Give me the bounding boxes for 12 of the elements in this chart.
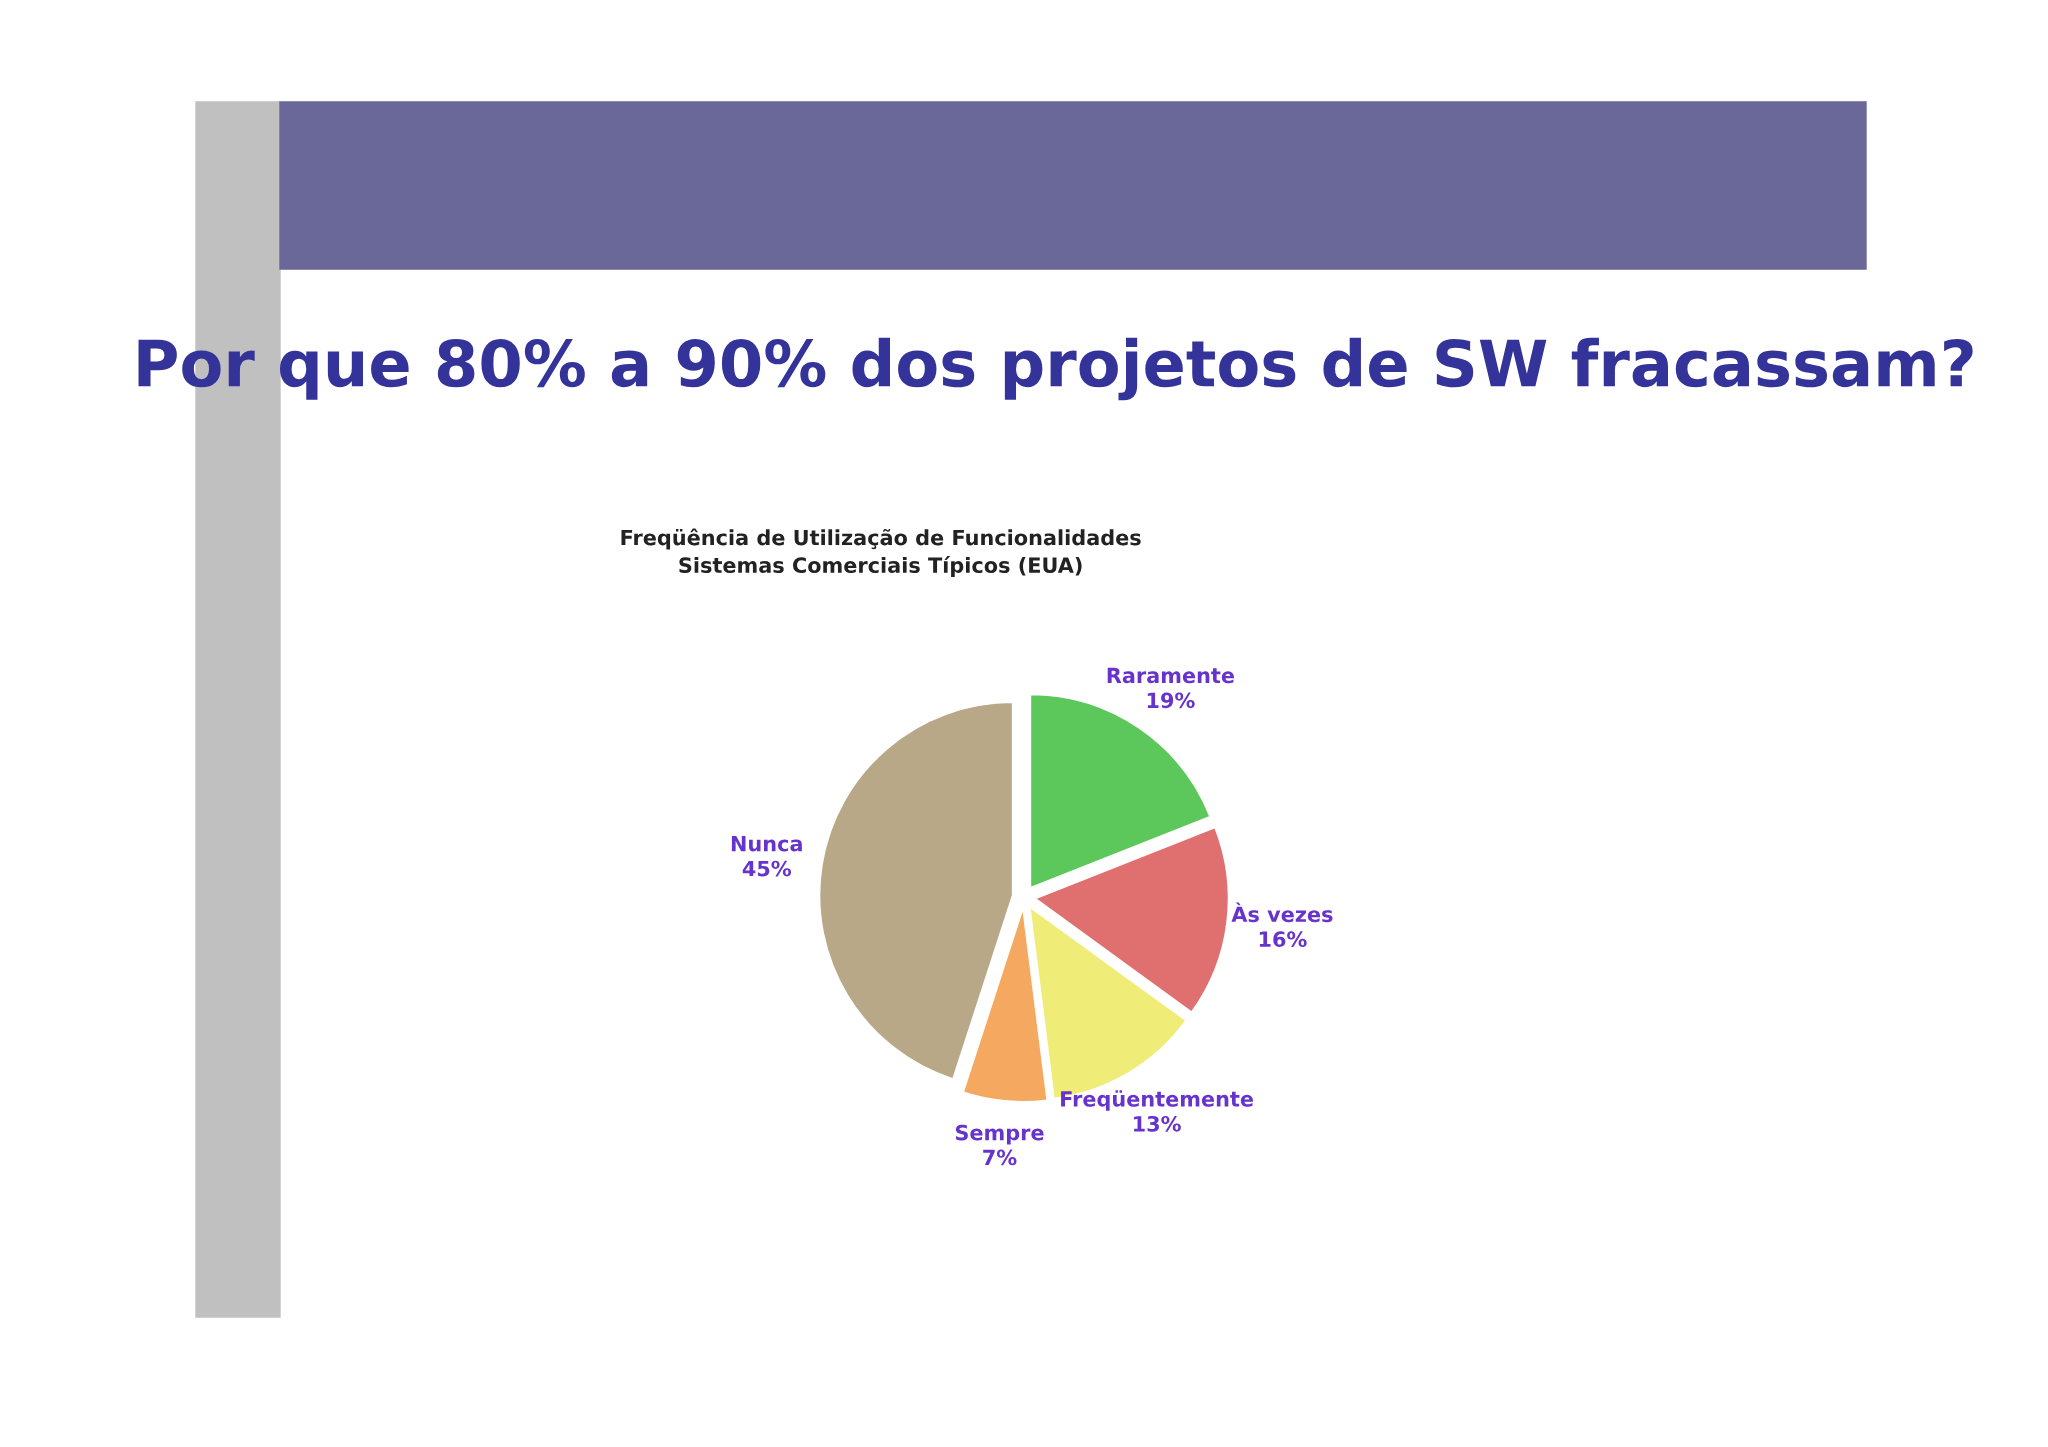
- slice-label: Nunca: [731, 836, 802, 852]
- slice-label: Sempre: [955, 1124, 1044, 1145]
- data-label: 13%: [1134, 1115, 1181, 1132]
- data-label: 7%: [983, 1149, 1017, 1166]
- slice-label: Freqüentemente: [1061, 1090, 1254, 1111]
- chart-title: Por que 80% a 90% dos projetos de SW fracassam?: [138, 337, 1973, 401]
- data-label: 16%: [1259, 931, 1307, 948]
- slice-label: Raramente: [1107, 667, 1234, 684]
- data-label: 45%: [742, 860, 792, 877]
- chart-subtitle: Freqüência de Utilização de Funcionalidades Sistemas Comerciais Típicos (EUA): [621, 528, 1141, 578]
- slice-label: Às vezes: [1231, 902, 1333, 923]
- data-label: 19%: [1147, 692, 1195, 709]
